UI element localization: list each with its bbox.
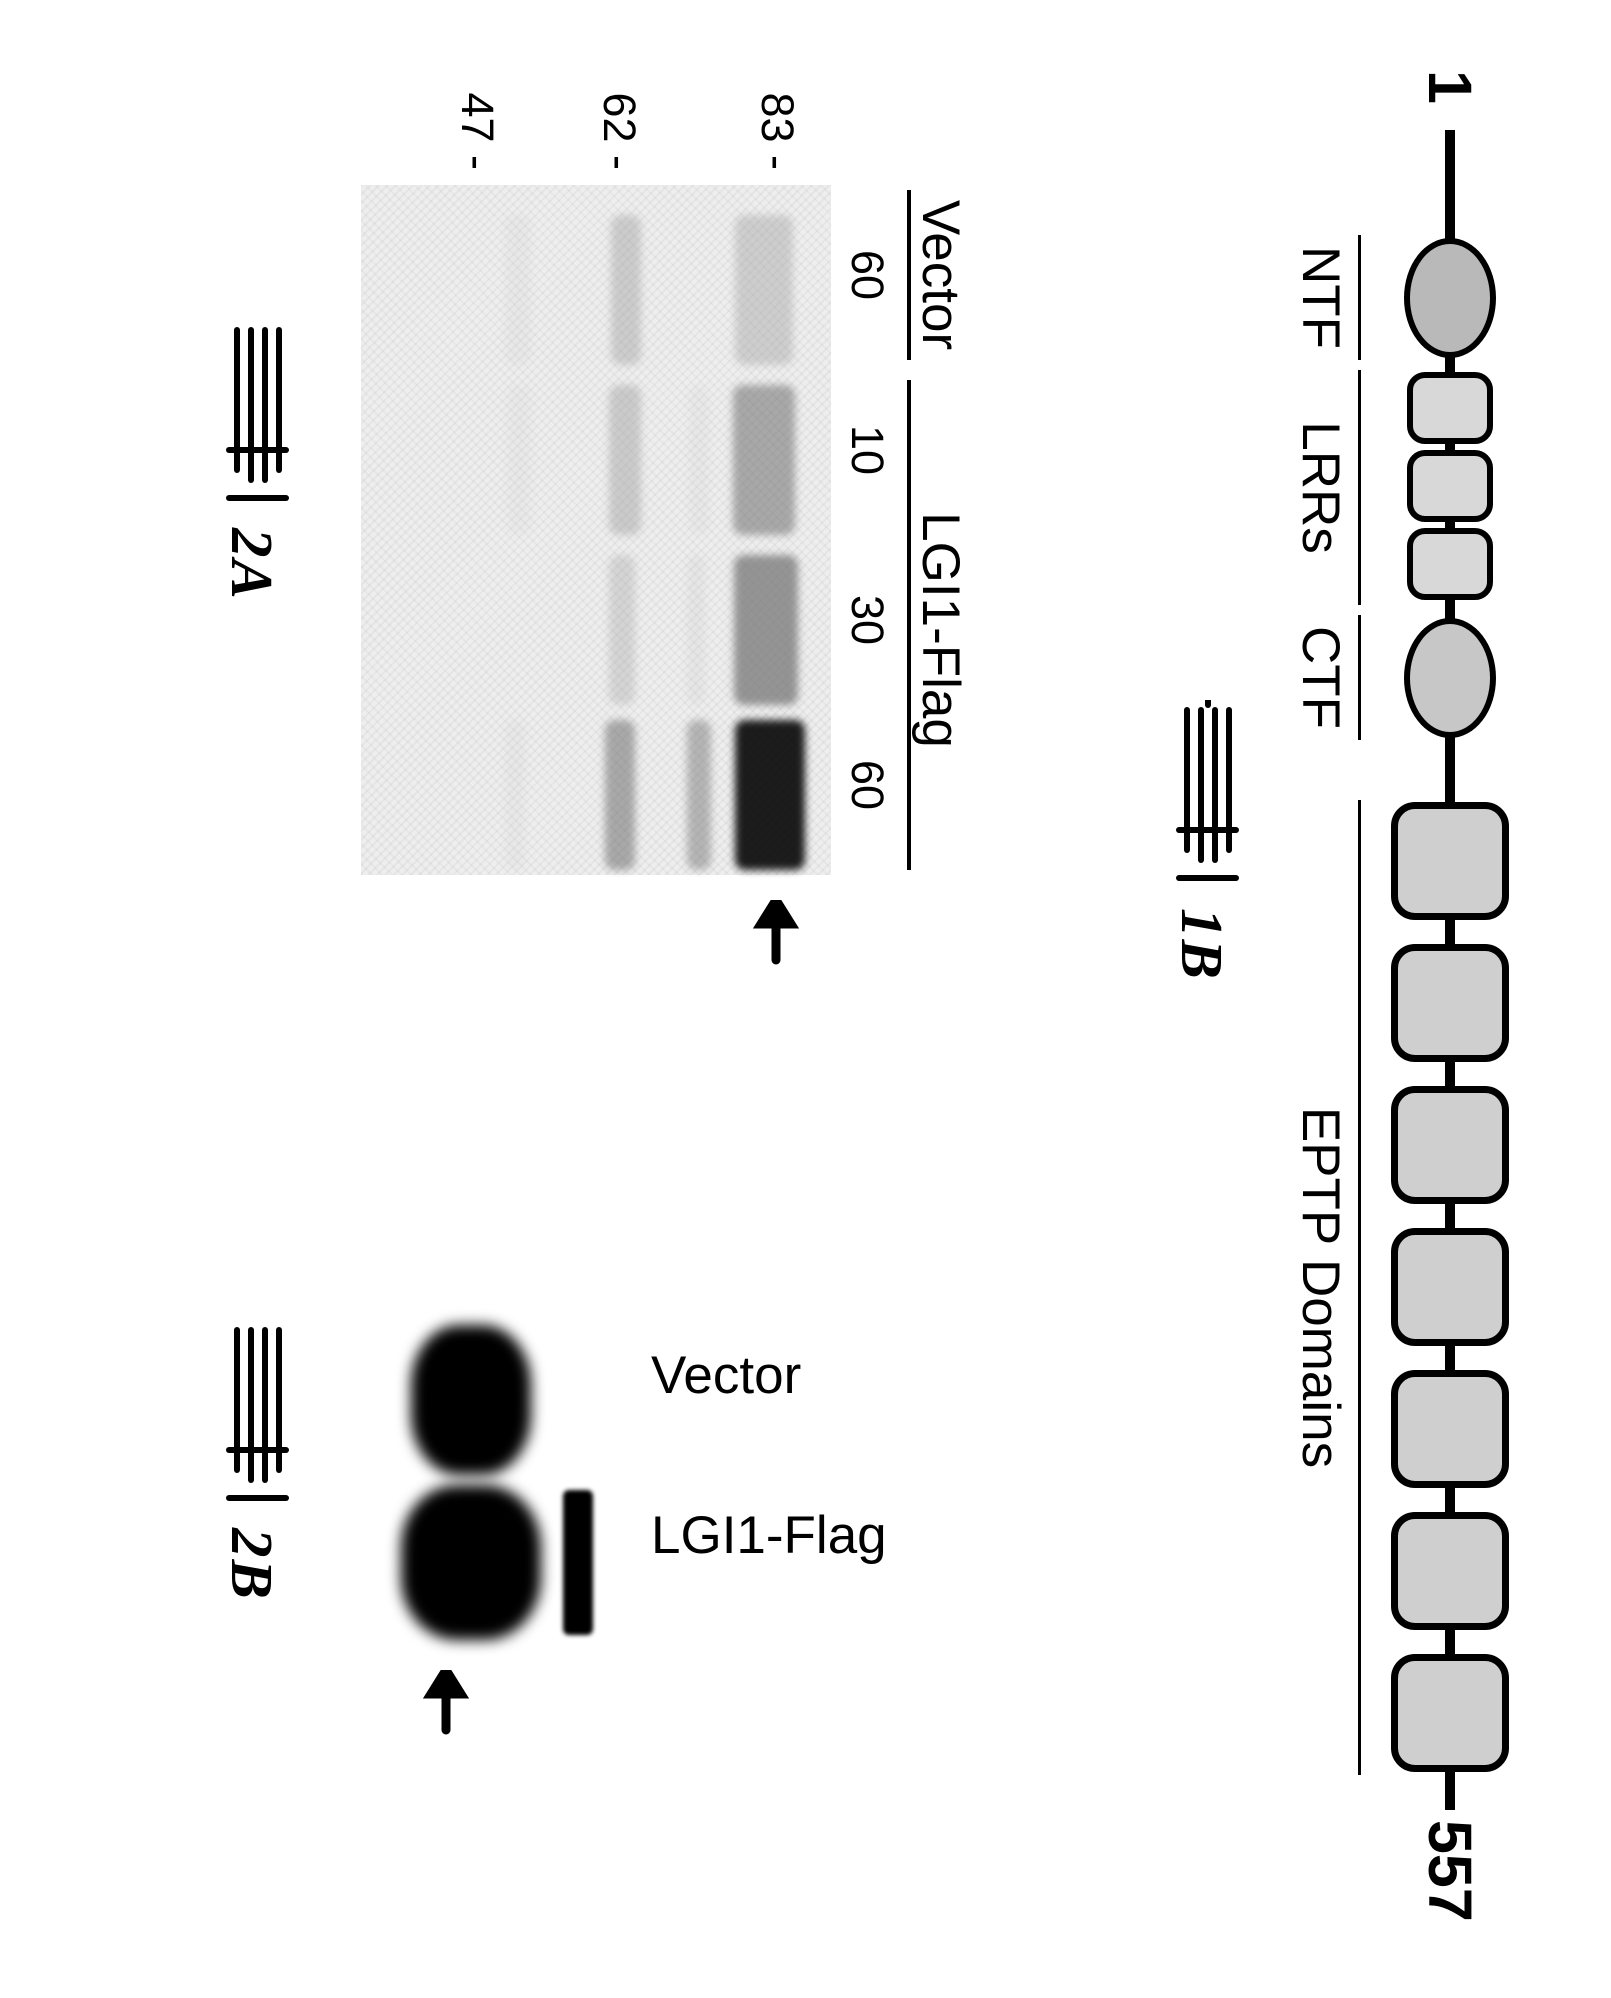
lane-time-3: 30 xyxy=(841,560,893,680)
mw-62: 62 - xyxy=(593,60,645,170)
lrr-domain-2 xyxy=(1407,450,1493,522)
eptp-domain-6 xyxy=(1391,1512,1509,1630)
mw-47: 47 - xyxy=(451,60,503,170)
band xyxy=(735,720,805,870)
band xyxy=(563,1490,593,1635)
band xyxy=(411,1325,531,1475)
panel-b-arrow-icon xyxy=(406,1670,481,1740)
band xyxy=(687,720,711,870)
eptp-domain-4 xyxy=(1391,1228,1509,1346)
protein-start-label: 1 xyxy=(1415,70,1485,104)
fig-2b-label: 2B xyxy=(213,1320,291,1601)
band xyxy=(401,1485,541,1640)
ntf-label: NTF xyxy=(1290,210,1351,385)
panel-a-vector-header: Vector xyxy=(910,185,971,365)
panel-2a: Vector LGI1-Flag 60 10 30 60 83 - 62 - 4… xyxy=(151,60,971,1040)
band xyxy=(611,215,641,365)
panel-a-gel xyxy=(361,185,831,875)
panel-b-blot xyxy=(371,1290,621,1650)
band xyxy=(687,555,705,705)
band xyxy=(505,720,525,870)
eptp-domain-2 xyxy=(1391,944,1509,1062)
protein-end-label: 557 xyxy=(1415,1820,1485,1922)
lrrs-label: LRRs xyxy=(1290,370,1351,605)
lrr-domain-3 xyxy=(1407,528,1493,600)
panel-b-lane-vector: Vector xyxy=(651,1345,801,1406)
fig-glyph-icon xyxy=(1163,700,1241,890)
fig-glyph-icon xyxy=(213,1320,291,1510)
band xyxy=(735,215,793,365)
eptp-domain-3 xyxy=(1391,1086,1509,1204)
ntf-domain xyxy=(1404,238,1496,358)
eptp-domain-5 xyxy=(1391,1370,1509,1488)
eptp-label: EPTP Domains xyxy=(1290,800,1351,1775)
band xyxy=(505,215,531,365)
band xyxy=(733,385,795,535)
eptp-domain-1 xyxy=(1391,802,1509,920)
fig-1b-text: 1B xyxy=(1168,908,1237,981)
lrrs-rule xyxy=(1358,370,1361,605)
eptp-domain-7 xyxy=(1391,1654,1509,1772)
ctf-domain xyxy=(1404,618,1496,738)
lane-time-2: 10 xyxy=(841,390,893,510)
lane-time-1: 60 xyxy=(841,215,893,335)
band xyxy=(734,555,798,705)
fig-2a-label: 2A xyxy=(213,320,291,601)
panel-2b: Vector LGI1-Flag xyxy=(151,1260,971,1900)
ctf-label: CTF xyxy=(1290,590,1351,765)
lane-time-4: 60 xyxy=(841,725,893,845)
panel-a-arrow-icon xyxy=(736,900,811,970)
panel-a-lgi1-rule xyxy=(907,380,911,870)
panel-a-vector-rule xyxy=(907,190,911,360)
lrr-domain-1 xyxy=(1407,372,1493,444)
ctf-rule xyxy=(1358,615,1361,740)
band xyxy=(605,720,635,870)
panel-a-lgi1-header: LGI1-Flag xyxy=(910,380,971,880)
band xyxy=(609,555,635,705)
fig-1b-label: 1B xyxy=(1163,700,1241,981)
domain-diagram: 1 557 xyxy=(1191,60,1571,1940)
panel-b-lane-lgi1: LGI1-Flag xyxy=(651,1505,887,1566)
band xyxy=(507,385,531,535)
fig-2a-text: 2A xyxy=(218,528,287,601)
mw-83: 83 - xyxy=(751,60,803,170)
fig-2b-text: 2B xyxy=(218,1528,287,1601)
band xyxy=(689,385,709,535)
fig-glyph-icon xyxy=(213,320,291,510)
ntf-rule xyxy=(1358,235,1361,360)
band xyxy=(609,385,641,535)
eptp-rule xyxy=(1358,800,1361,1775)
